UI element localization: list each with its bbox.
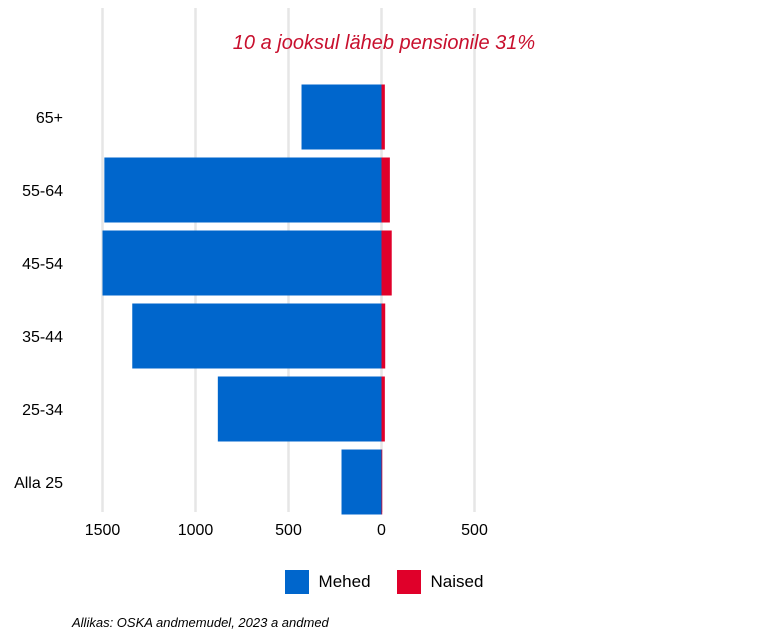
x-tick-label: 1000 bbox=[178, 522, 214, 539]
legend: Mehed Naised bbox=[0, 570, 768, 594]
legend-swatch-naised bbox=[396, 570, 421, 594]
source-note: Allikas: OSKA andmemudel, 2023 a andmed bbox=[72, 615, 329, 630]
y-tick-label: 35-44 bbox=[22, 329, 63, 346]
y-tick-label: 65+ bbox=[36, 110, 63, 127]
y-tick-labels: 65+ 55-64 45-54 35-44 25-34 Alla 25 bbox=[14, 110, 63, 492]
bar-naised-4 bbox=[381, 376, 385, 442]
bar-mehed-3 bbox=[132, 303, 382, 369]
x-tick-label: 500 bbox=[461, 522, 488, 539]
chart-annotation: 10 a jooksul läheb pensionile 31% bbox=[232, 32, 536, 54]
legend-item-naised: Naised bbox=[396, 570, 484, 594]
y-tick-label: 25-34 bbox=[22, 402, 63, 419]
bar-naised-5 bbox=[381, 449, 383, 515]
y-tick-label: Alla 25 bbox=[14, 475, 63, 492]
x-tick-labels: 1500 1000 500 0 500 bbox=[85, 522, 488, 539]
y-tick-label: 55-64 bbox=[22, 183, 63, 200]
legend-item-mehed: Mehed bbox=[284, 570, 371, 594]
legend-swatch-mehed bbox=[284, 570, 309, 594]
bar-naised-1 bbox=[381, 157, 390, 223]
bar-mehed-5 bbox=[341, 449, 382, 515]
bar-mehed-1 bbox=[104, 157, 382, 223]
bar-naised-2 bbox=[381, 230, 392, 296]
y-tick-label: 45-54 bbox=[22, 256, 63, 273]
bar-mehed-0 bbox=[301, 84, 382, 150]
x-tick-label: 0 bbox=[377, 522, 386, 539]
bar-naised-0 bbox=[381, 84, 385, 150]
bars bbox=[102, 84, 392, 515]
legend-label-mehed: Mehed bbox=[318, 572, 371, 591]
x-tick-label: 1500 bbox=[85, 522, 121, 539]
bar-naised-3 bbox=[381, 303, 386, 369]
bar-mehed-2 bbox=[102, 230, 382, 296]
legend-label-naised: Naised bbox=[430, 572, 484, 591]
x-tick-label: 500 bbox=[275, 522, 302, 539]
bar-mehed-4 bbox=[217, 376, 382, 442]
